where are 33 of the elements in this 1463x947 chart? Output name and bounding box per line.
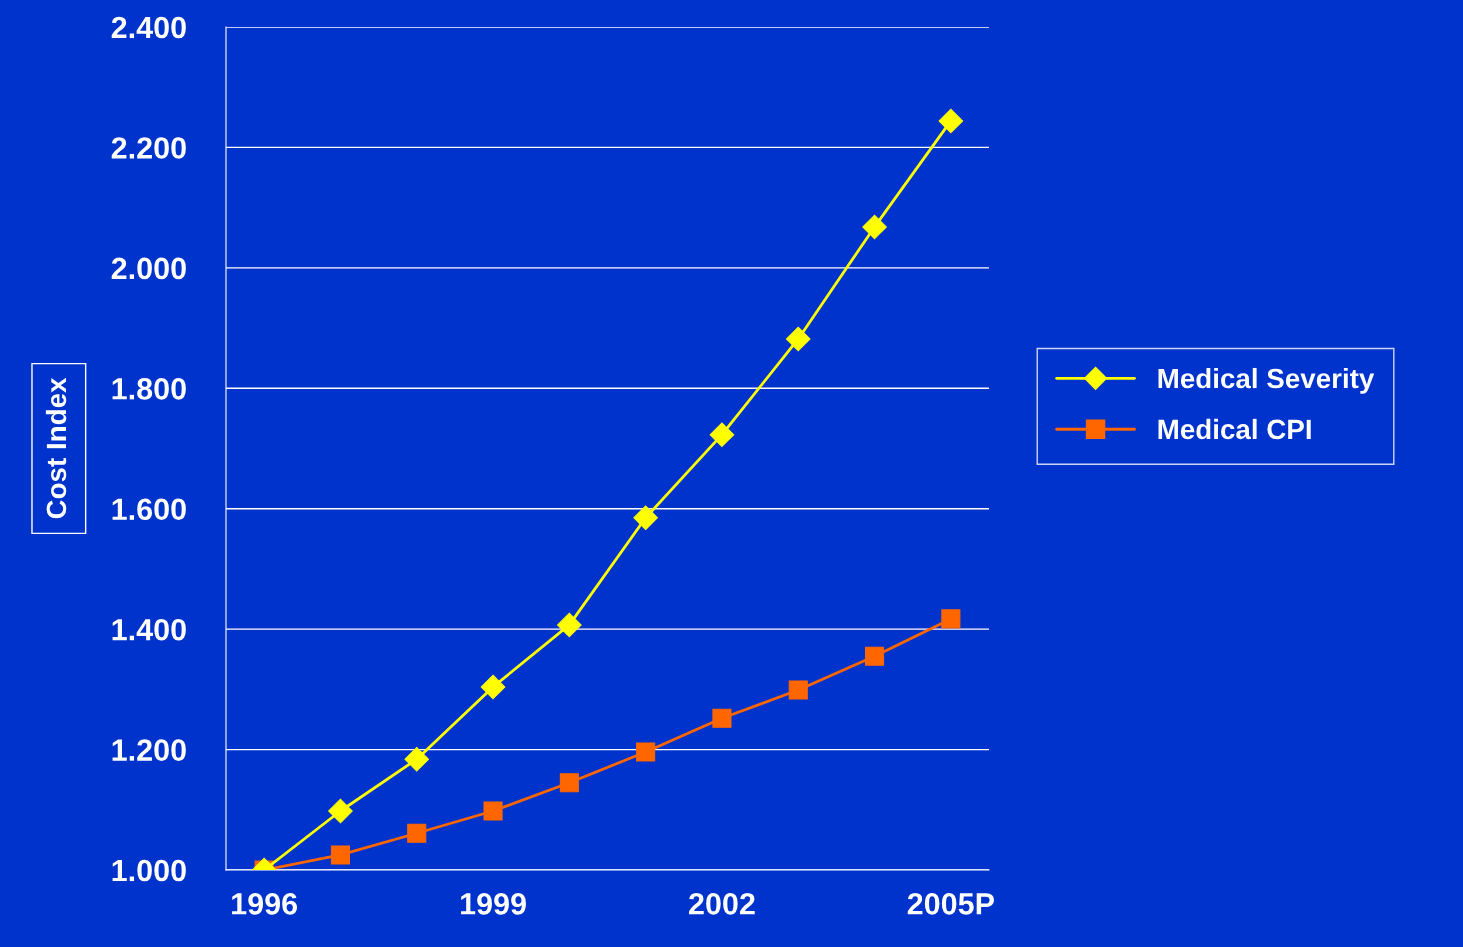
x-tick-label: 2005P <box>907 893 994 915</box>
legend-label: Medical CPI <box>1158 418 1311 440</box>
point <box>483 801 503 821</box>
point <box>941 609 961 629</box>
point <box>407 823 427 843</box>
point <box>404 746 430 772</box>
y-tick-label: 1.600 <box>112 498 186 521</box>
x-tick-label: 2002 <box>689 893 755 915</box>
legend-label: Medical Severity <box>1158 367 1375 394</box>
point <box>712 708 732 728</box>
x-tick-label: 1999 <box>460 893 526 915</box>
point <box>785 326 811 352</box>
point <box>559 773 579 793</box>
x-tick-label: 1996 <box>232 893 298 915</box>
point <box>330 845 350 865</box>
point <box>636 742 656 762</box>
point <box>938 108 964 134</box>
point <box>865 646 885 666</box>
point <box>480 674 506 700</box>
y-tick-label: 2.400 <box>111 16 186 39</box>
point <box>328 798 353 824</box>
point <box>709 422 735 447</box>
point <box>788 680 808 700</box>
y-tick-label: 1.800 <box>112 378 186 400</box>
point <box>557 612 582 638</box>
y-tick-label: 1.400 <box>112 618 186 641</box>
y-tick-label: 1.200 <box>112 739 186 761</box>
point <box>633 505 658 531</box>
y-tick-label: 2.200 <box>111 137 186 159</box>
y-axis-title: Cost Index <box>45 377 67 519</box>
y-tick-label: 1.000 <box>112 859 186 882</box>
y-tick-label: 2.000 <box>111 257 186 280</box>
point <box>862 214 887 240</box>
